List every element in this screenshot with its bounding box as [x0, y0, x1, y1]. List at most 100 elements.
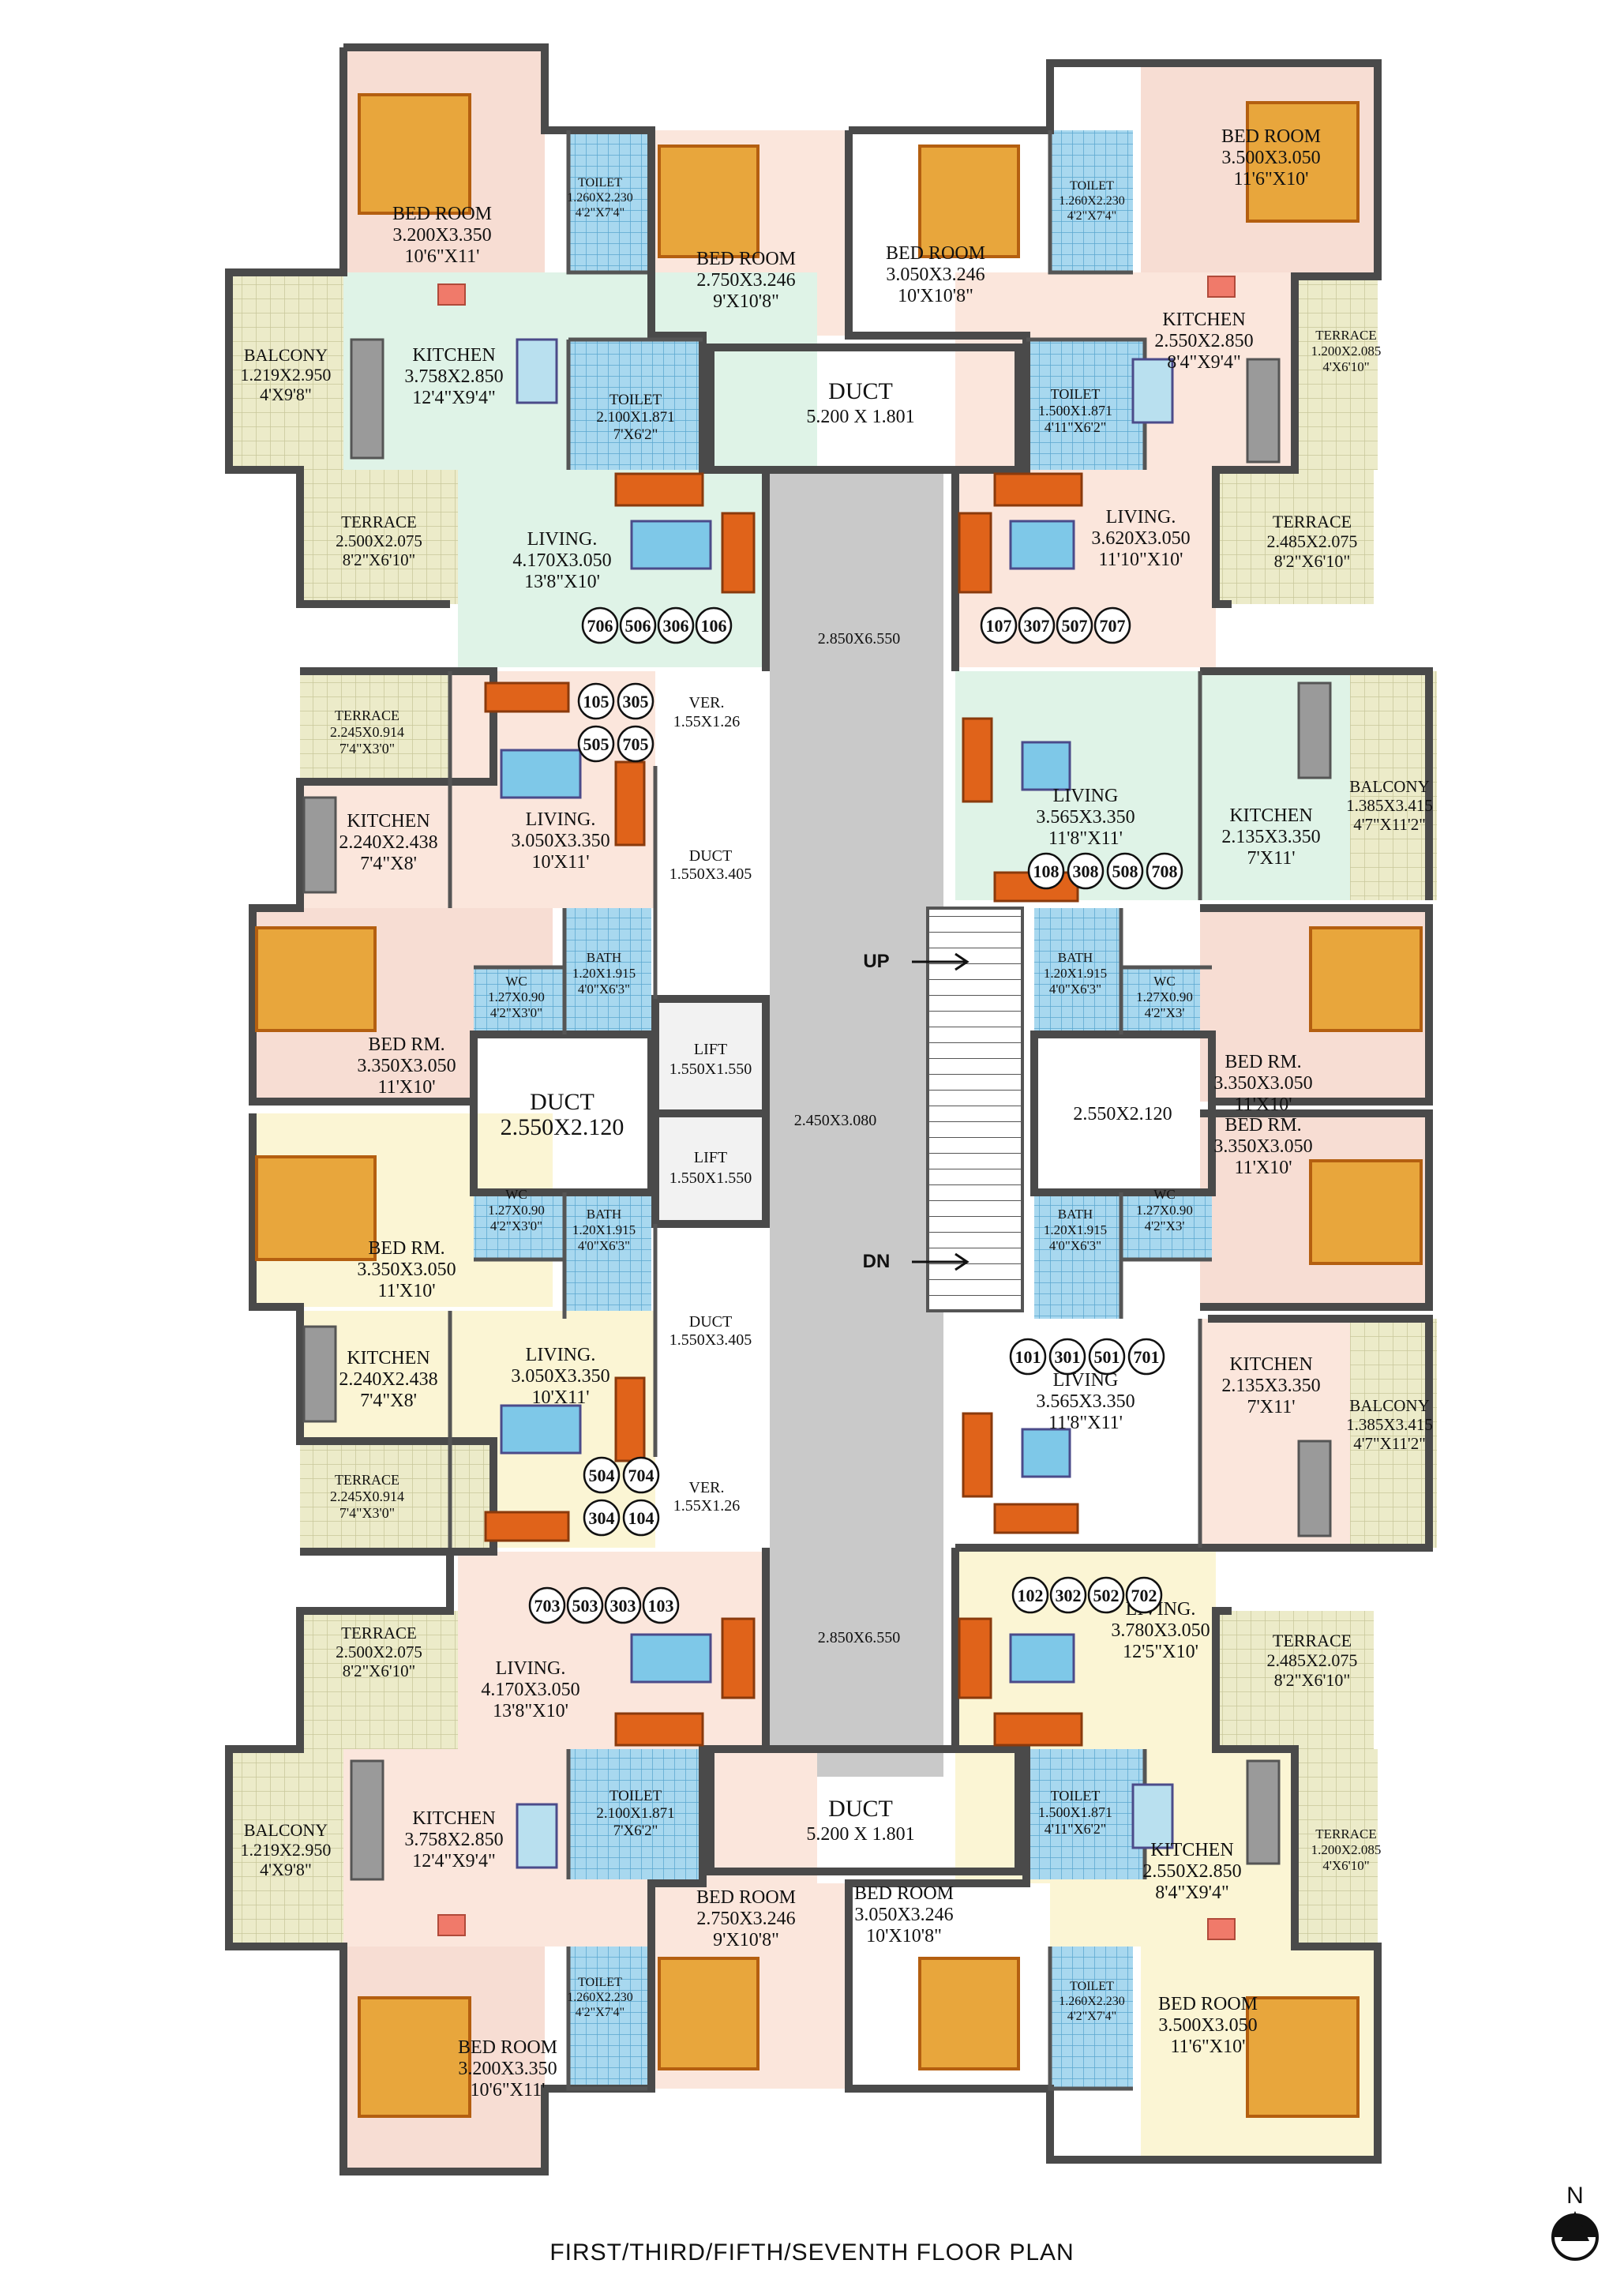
room-name: WC: [1153, 974, 1175, 989]
north-label: N: [1566, 2183, 1584, 2209]
unit-number-badge: [642, 1586, 680, 1624]
unit-number-badge: [604, 1586, 642, 1624]
room-name: LIVING: [1053, 786, 1119, 806]
corridor-bottom-dim: 2.850X6.550: [818, 1629, 900, 1646]
room-name: TOILET: [578, 176, 622, 190]
bed-icon: [255, 93, 1423, 2118]
room-name: LIVING.: [496, 1658, 566, 1679]
room-imperial-size: 9'X10'8": [713, 1930, 779, 1950]
room-imperial-size: 4'0"X6'3": [578, 982, 630, 997]
unit-number: 305: [623, 692, 649, 711]
room-metric-size: 1.27X0.90: [488, 1203, 545, 1218]
room-name: LIVING.: [526, 1345, 596, 1365]
room-name: KITCHEN: [347, 811, 429, 832]
room-imperial-size: 4'7"X11'2": [1353, 1434, 1426, 1453]
room-imperial-size: 4'0"X6'3": [1049, 982, 1101, 997]
unit-number: 304: [589, 1508, 615, 1528]
unit-number: 303: [610, 1596, 636, 1616]
room-metric-size: 4.170X3.050: [512, 550, 611, 571]
room-metric-size: 3.350X3.050: [1213, 1136, 1312, 1157]
unit-number-badge: [980, 606, 1018, 644]
room-imperial-size: 12'4"X9'4": [412, 388, 496, 408]
room-imperial-size: 8'2"X6'10": [343, 1661, 415, 1680]
room-metric-size: 3.758X2.850: [404, 1830, 503, 1850]
room-label-ml2-wc: WC1.27X0.904'2"X3'0": [488, 1187, 545, 1233]
room-label-ml-wc: WC1.27X0.904'2"X3'0": [488, 974, 545, 1020]
room-name: BED RM.: [368, 1238, 444, 1259]
room-name: BALCONY: [1349, 777, 1430, 796]
room-imperial-size: 7'4"X3'0": [339, 1505, 395, 1521]
room-metric-size: 2.240X2.438: [339, 832, 437, 853]
room-metric-size: 2.245X0.914: [330, 1488, 404, 1504]
room-name: TERRACE: [341, 512, 417, 531]
room-metric-size: 2.135X3.350: [1221, 1376, 1320, 1396]
corridor-top-dim: 2.850X6.550: [818, 630, 900, 648]
room-metric-size: 2.750X3.246: [696, 270, 795, 291]
stair-up-label: UP: [863, 951, 889, 972]
room-name: KITCHEN: [1229, 805, 1312, 826]
room-imperial-size: 12'4"X9'4": [412, 1851, 496, 1871]
room-metric-size: 3.050X3.350: [511, 831, 609, 851]
room-metric-size: 3.758X2.850: [404, 366, 503, 387]
unit-number-badge: [577, 725, 615, 763]
unit-number-badge: [1146, 852, 1183, 890]
room-metric-size: 1.27X0.90: [1136, 989, 1193, 1004]
room-imperial-size: 4'2"X7'4": [1067, 209, 1116, 223]
ver-top-dim: 1.55X1.26: [673, 713, 740, 730]
unit-number-labels: 706 506 306 106 107 307 507 707 105 305 505 705 108 3…: [528, 606, 1183, 1624]
unit-number: 105: [583, 692, 609, 711]
room-imperial-size: 13'8"X10': [493, 1701, 568, 1721]
room-imperial-size: 4'X6'10": [1322, 1858, 1369, 1873]
room-name: BALCONY: [244, 1820, 328, 1840]
unit-number-badge: [1027, 852, 1065, 890]
room-imperial-size: 11'6"X10': [1171, 2037, 1246, 2057]
room-name: TERRACE: [1315, 328, 1376, 343]
duct-bottom-label: DUCT: [828, 1796, 893, 1822]
unit-number-badge: [617, 682, 654, 720]
room-imperial-size: 4'X6'10": [1322, 359, 1369, 374]
room-imperial-size: 4'0"X6'3": [578, 1238, 630, 1253]
room-imperial-size: 11'X10': [377, 1077, 435, 1098]
room-imperial-size: 11'10"X10': [1099, 550, 1183, 570]
room-imperial-size: 7'X11': [1247, 848, 1295, 869]
unit-number: 703: [534, 1596, 561, 1616]
room-imperial-size: 4'X9'8": [260, 385, 312, 404]
unit-number: 701: [1134, 1347, 1160, 1367]
room-metric-size: 4.170X3.050: [481, 1680, 579, 1700]
unit-number: 306: [663, 616, 689, 636]
room-metric-size: 2.485X2.075: [1267, 1650, 1358, 1670]
room-metric-size: 3.565X3.350: [1036, 807, 1135, 828]
room-name: TOILET: [1070, 1980, 1114, 1993]
room-name: TERRACE: [335, 708, 399, 723]
duct-small-top-label: DUCT: [689, 847, 732, 865]
room-name: BED ROOM: [1158, 1994, 1258, 2014]
room-imperial-size: 4'X9'8": [260, 1860, 312, 1879]
room-name: TOILET: [1051, 1788, 1101, 1804]
window-marker: [437, 276, 1236, 1940]
unit-number-badge: [1125, 1576, 1163, 1614]
room-name: BED RM.: [1225, 1052, 1301, 1072]
unit-number-badge: [619, 606, 657, 644]
room-imperial-size: 10'X10'8": [866, 1926, 942, 1946]
room-imperial-size: 10'X11': [531, 1387, 589, 1408]
room-metric-size: 2.500X2.075: [336, 531, 422, 550]
room-imperial-size: 10'X11': [531, 852, 589, 873]
room-name: KITCHEN: [412, 1808, 495, 1829]
